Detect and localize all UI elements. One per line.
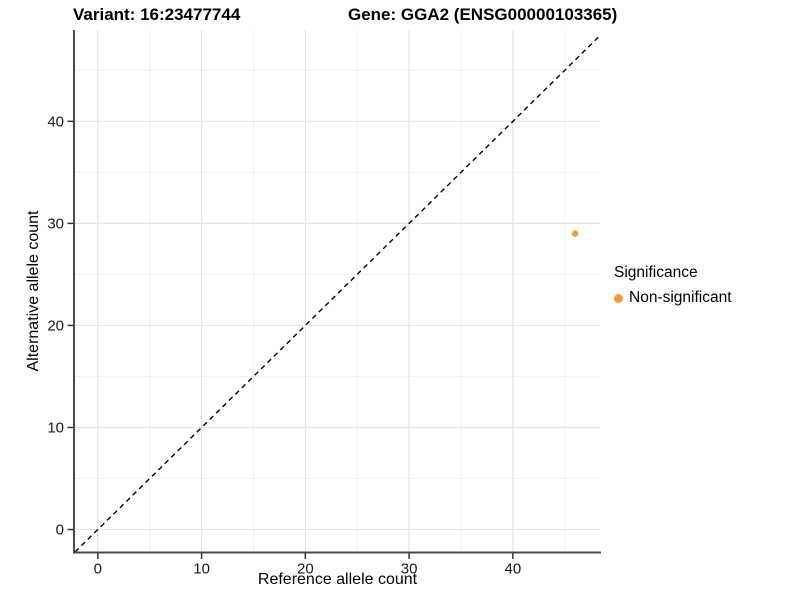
- x-tick-label: 20: [297, 561, 314, 578]
- legend-item-non-significant: Non-significant: [614, 289, 732, 307]
- legend-item-label: Non-significant: [629, 289, 732, 306]
- y-tick-label: 20: [47, 318, 64, 335]
- data-point: [571, 230, 579, 237]
- y-tick-label: 40: [47, 114, 64, 131]
- x-tick-label: 30: [401, 561, 418, 578]
- legend-key-circle-icon: [614, 293, 623, 303]
- y-tick-label: 10: [47, 420, 64, 437]
- identity-reference-line: [74, 35, 601, 553]
- plot-title-gene: Gene: GGA2 (ENSG00000103365): [348, 5, 618, 24]
- legend: Significance Non-significant: [614, 264, 732, 307]
- x-axis-title: Reference allele count: [257, 571, 418, 588]
- y-tick-label: 0: [56, 522, 64, 539]
- plot-title-variant: Variant: 16:23477744: [73, 5, 241, 24]
- x-tick-label: 10: [193, 561, 210, 578]
- y-axis-title: Alternative allele count: [25, 210, 42, 372]
- y-tick-label: 30: [47, 216, 64, 233]
- x-tick-label: 40: [505, 561, 522, 578]
- x-tick-label: 0: [94, 561, 102, 578]
- legend-title: Significance: [614, 264, 698, 281]
